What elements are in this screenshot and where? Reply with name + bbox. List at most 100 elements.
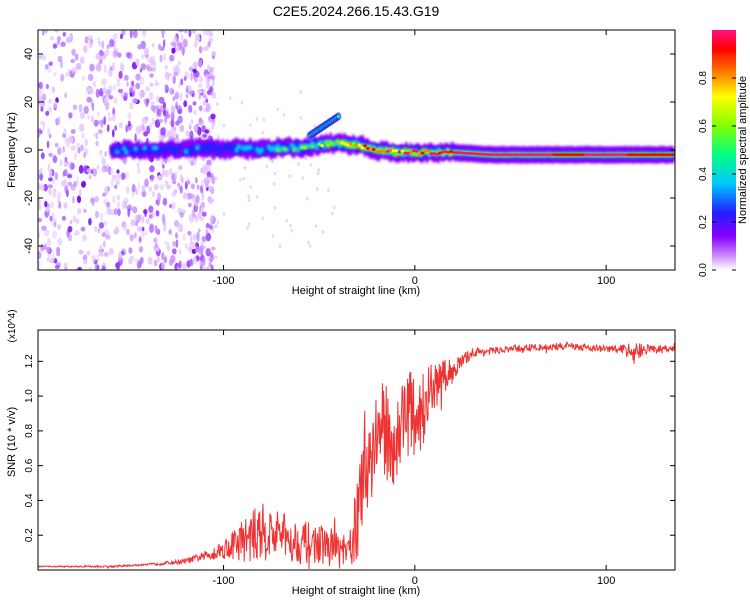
speckle-blob [197, 211, 202, 220]
speckle-blob [247, 222, 251, 226]
speckle-blob [154, 225, 158, 234]
ridge-peak [452, 151, 456, 154]
speckle-blob [167, 155, 173, 163]
ridge-peak [549, 153, 554, 157]
speckle-blob [255, 195, 259, 199]
speckle-blob [107, 112, 111, 117]
speckle-blob [89, 63, 95, 72]
colorbar-tick-label: 0.4 [698, 167, 709, 181]
speckle-blob [142, 209, 148, 215]
speckle-blob [211, 123, 214, 130]
speckle-blob [49, 133, 52, 139]
speckle-blob [103, 240, 106, 248]
speckle-blob [138, 246, 144, 253]
ridge-peak [420, 151, 425, 155]
speckle-blob [126, 171, 129, 180]
speckle-blob [103, 64, 107, 73]
snr-panel: -100 0 100 0.2 0.4 0.6 0.8 1.0 1.2 Height of str… [6, 309, 676, 597]
speckle-blob [68, 112, 73, 119]
speckle-blob [47, 237, 51, 247]
speckle-blob [179, 211, 184, 218]
speckle-blob [173, 220, 180, 228]
speckle-blob [113, 83, 116, 91]
speckle-blob [178, 82, 181, 88]
speckle-blob [44, 30, 48, 34]
ridge-blob [323, 140, 329, 145]
speckle-blob [54, 172, 59, 181]
speckle-blob [211, 51, 217, 57]
ridge-peak [460, 151, 465, 155]
figure-title: C2E5.2024.266.15.43.G19 [273, 3, 440, 19]
speckle-blob [69, 219, 73, 225]
ridge-peak [489, 153, 494, 157]
speckle-blob [208, 116, 211, 122]
speckle-blob [166, 244, 171, 252]
speckle-blob [170, 41, 176, 46]
ridge-peak [432, 152, 436, 156]
speckle-blob [210, 31, 214, 38]
speckle-blob [273, 205, 277, 210]
speckle-blob [240, 100, 244, 105]
speckle-blob [106, 44, 110, 50]
speckle-blob [207, 197, 210, 201]
ridge-blob [218, 145, 223, 154]
ridge-peak [641, 153, 646, 157]
speckle-blob [143, 98, 148, 105]
speckle-blob [113, 97, 118, 104]
speckle-blob [141, 54, 145, 59]
speckle-blob [38, 251, 42, 259]
speckle-blob [178, 260, 182, 269]
speckle-blob [127, 112, 132, 120]
ridge-peak [426, 149, 431, 153]
ridge-peak [506, 153, 511, 157]
ridge-peak [572, 153, 577, 157]
ridge-blob [142, 145, 147, 151]
speckle-blob [190, 119, 194, 124]
speckle-blob [105, 89, 111, 98]
ridge-peak [443, 150, 448, 154]
speckle-blob [203, 94, 207, 99]
speckle-blob [169, 54, 175, 62]
speckle-blob [304, 156, 308, 161]
speckle-blob [163, 256, 168, 264]
speckle-blob [188, 104, 193, 113]
speckle-blob [205, 228, 208, 236]
speckle-blob [113, 208, 118, 215]
speckle-blob [87, 115, 90, 120]
ridge-peak [389, 148, 393, 152]
speckle-blob [115, 179, 120, 185]
ridge-peak [440, 150, 445, 154]
ridge-peak [369, 146, 373, 150]
speckle-blob [211, 66, 215, 73]
speckle-blob [81, 132, 85, 139]
speckle-blob [57, 204, 62, 209]
y-tick-label: 0.8 [24, 423, 35, 437]
speckle-blob [162, 101, 167, 110]
speckle-blob [40, 107, 44, 112]
speckle-blob [192, 62, 197, 68]
speckle-blob [48, 98, 53, 104]
speckle-blob [172, 96, 176, 101]
speckle-blob [155, 199, 159, 205]
speckle-blob [40, 184, 45, 192]
speckle-blob [155, 242, 159, 248]
speckle-blob [190, 160, 194, 166]
ridge-peak [601, 153, 606, 157]
x-tick-label: 100 [597, 575, 615, 587]
speckle-blob [53, 72, 57, 77]
speckle-blob [101, 232, 106, 238]
speckle-blob [84, 259, 88, 264]
snr-ylabel: SNR (10 * v/v) [6, 407, 18, 477]
speckle-blob [120, 172, 126, 180]
speckle-blob [96, 62, 102, 72]
speckle-blob [47, 184, 53, 189]
speckle-blob [74, 230, 80, 236]
speckle-blob [135, 82, 141, 90]
ridge-peak [363, 144, 367, 148]
speckle-blob [217, 134, 220, 139]
speckle-blob [137, 168, 141, 175]
speckle-blob [103, 198, 107, 205]
ridge-peak [526, 153, 531, 157]
speckle-blob [38, 183, 41, 191]
speckle-blob [148, 214, 153, 219]
